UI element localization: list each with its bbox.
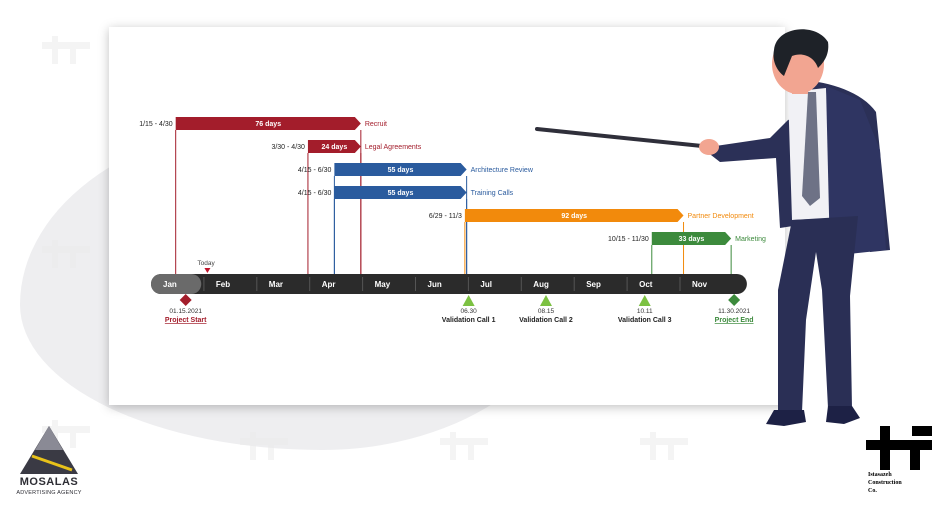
pointer-stick bbox=[535, 127, 704, 148]
task-date-range: 10/15 - 11/30 bbox=[608, 236, 649, 243]
month-label-may: May bbox=[375, 280, 391, 289]
istasazeh-logo: Istasazeh Construction Co. bbox=[866, 426, 936, 502]
watermark-icon bbox=[440, 432, 488, 460]
mosalas-name: MOSALAS bbox=[19, 476, 79, 488]
task-name: Marketing bbox=[735, 236, 766, 243]
istasazeh-line1: Istasazeh bbox=[868, 472, 892, 478]
task-duration: 33 days bbox=[679, 236, 705, 243]
right-shoe bbox=[826, 406, 860, 424]
month-label-oct: Oct bbox=[639, 280, 653, 289]
tie bbox=[802, 92, 820, 206]
task-bar bbox=[175, 117, 361, 130]
milestone-triangle-icon bbox=[462, 295, 475, 306]
milestone-diamond-icon bbox=[728, 294, 741, 306]
task-bar bbox=[334, 186, 467, 199]
month-label-jun: Jun bbox=[428, 280, 442, 289]
task-date-range: 4/15 - 6/30 bbox=[298, 167, 332, 174]
milestone-label: Validation Call 1 bbox=[442, 317, 496, 324]
today-marker-icon bbox=[204, 268, 211, 273]
month-label-mar: Mar bbox=[269, 280, 283, 289]
task-duration: 55 days bbox=[388, 167, 414, 174]
task-date-range: 4/15 - 6/30 bbox=[298, 190, 332, 197]
milestone-triangle-icon bbox=[638, 295, 651, 306]
watermark-icon bbox=[42, 36, 90, 64]
left-shoe bbox=[766, 410, 806, 426]
timeline-bar bbox=[151, 274, 747, 294]
task-bar bbox=[307, 140, 361, 153]
month-label-aug: Aug bbox=[533, 280, 549, 289]
task-duration: 92 days bbox=[561, 213, 587, 220]
month-label-sep: Sep bbox=[586, 280, 601, 289]
istasazeh-line2: Construction bbox=[868, 480, 902, 486]
milestone-label: Validation Call 3 bbox=[618, 317, 672, 324]
task-bar bbox=[464, 209, 684, 222]
timeline-elapsed bbox=[151, 274, 202, 294]
task-bar bbox=[334, 163, 467, 176]
watermark-icon bbox=[240, 432, 288, 460]
gantt-chart: Jan Feb Mar Apr May Jun Jul Aug Sep Oct Nov Today 76… bbox=[139, 117, 766, 324]
hair bbox=[773, 29, 829, 77]
task-name: Recruit bbox=[365, 121, 387, 128]
istasazeh-mark-icon bbox=[866, 426, 932, 470]
today-label: Today bbox=[197, 260, 215, 267]
milestone-date: 11.30.2021 bbox=[718, 308, 750, 315]
month-label-jan: Jan bbox=[163, 280, 177, 289]
watermark-icon bbox=[42, 420, 90, 448]
month-label-feb: Feb bbox=[216, 280, 230, 289]
task-name: Partner Development bbox=[688, 213, 754, 220]
milestone-date: 01.15.2021 bbox=[169, 308, 202, 315]
jacket-front bbox=[826, 86, 886, 256]
istasazeh-line3: Co. bbox=[868, 488, 877, 494]
task-name: Legal Agreements bbox=[365, 144, 422, 151]
task-duration: 76 days bbox=[255, 121, 281, 128]
month-label-jul: Jul bbox=[480, 280, 492, 289]
mosalas-logo: MOSALAS ADVERTISING AGENCY bbox=[14, 424, 84, 500]
watermark-icon bbox=[640, 432, 688, 460]
task-date-range: 6/29 - 11/3 bbox=[429, 213, 462, 220]
task-duration: 24 days bbox=[322, 144, 348, 151]
milestone-label: Project Start bbox=[165, 317, 207, 324]
milestone-label: Project End bbox=[715, 317, 754, 324]
mosalas-subtitle: ADVERTISING AGENCY bbox=[16, 490, 82, 496]
mosalas-triangle-icon bbox=[20, 426, 78, 474]
month-label-apr: Apr bbox=[322, 280, 336, 289]
task-bar bbox=[651, 232, 732, 245]
task-duration: 55 days bbox=[388, 190, 414, 197]
task-name: Training Calls bbox=[471, 190, 514, 197]
month-label-nov: Nov bbox=[692, 280, 708, 289]
presenter-illustration bbox=[535, 29, 890, 426]
task-name: Architecture Review bbox=[471, 167, 534, 174]
watermark-icon bbox=[42, 240, 90, 268]
milestone-date: 08.15 bbox=[538, 308, 555, 315]
gantt-card: Jan Feb Mar Apr May Jun Jul Aug Sep Oct Nov Today 76… bbox=[109, 27, 785, 405]
milestone-triangle-icon bbox=[539, 295, 552, 306]
milestone-label: Validation Call 2 bbox=[519, 317, 573, 324]
milestone-diamond-icon bbox=[179, 294, 192, 306]
milestone-date: 10.11 bbox=[637, 308, 653, 315]
task-date-range: 3/30 - 4/30 bbox=[271, 144, 305, 151]
hand bbox=[699, 139, 719, 155]
milestone-date: 06.30 bbox=[460, 308, 477, 315]
trousers bbox=[778, 216, 858, 412]
task-date-range: 1/15 - 4/30 bbox=[139, 121, 173, 128]
